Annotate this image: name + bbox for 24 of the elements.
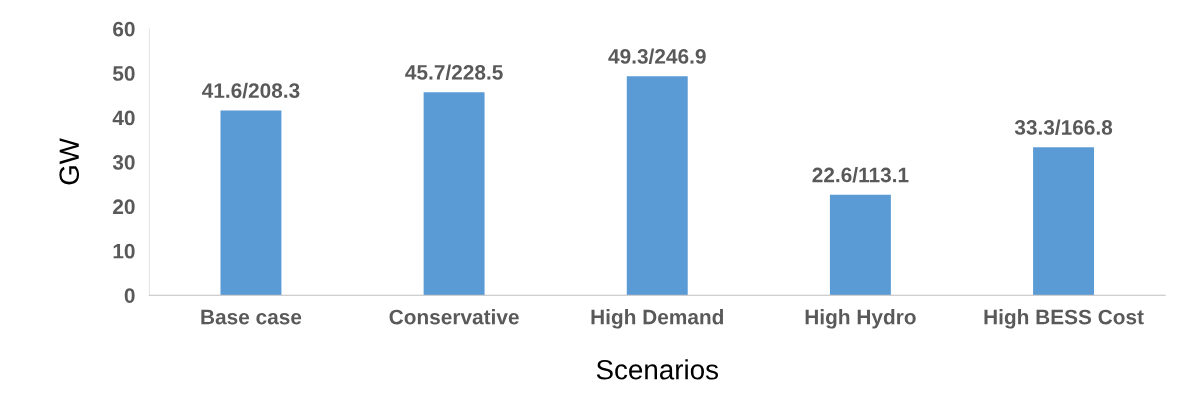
- data-label: 41.6/208.3: [202, 82, 300, 99]
- y-tick-label: 0: [124, 288, 135, 303]
- data-label: 33.3/166.8: [1014, 119, 1113, 136]
- data-label: 49.3/246.9: [608, 48, 706, 64]
- y-tick-label: 20: [113, 199, 135, 215]
- y-tick-label: 10: [113, 243, 135, 259]
- bar: [220, 110, 282, 296]
- data-label: 45.7/228.5: [405, 64, 503, 80]
- y-axis-title: GW: [59, 138, 80, 185]
- y-tick-label: 30: [112, 154, 135, 170]
- y-tick-label: 60: [113, 21, 135, 37]
- y-tick-label: 40: [112, 110, 135, 126]
- bar: [1033, 147, 1095, 296]
- x-tick-label: High BESS Cost: [984, 309, 1144, 329]
- x-tick-label: High Hydro: [805, 309, 916, 329]
- bar: [423, 92, 485, 296]
- x-tick-label: High Demand: [591, 309, 724, 329]
- y-tick-label: 50: [112, 66, 135, 81]
- x-tick-label: Base case: [201, 309, 302, 325]
- bar: [829, 194, 891, 296]
- x-tick-label: Conservative: [389, 309, 519, 325]
- bar: [626, 76, 688, 296]
- x-axis-title: Scenarios: [596, 359, 719, 380]
- data-label: 22.6/113.1: [812, 167, 909, 183]
